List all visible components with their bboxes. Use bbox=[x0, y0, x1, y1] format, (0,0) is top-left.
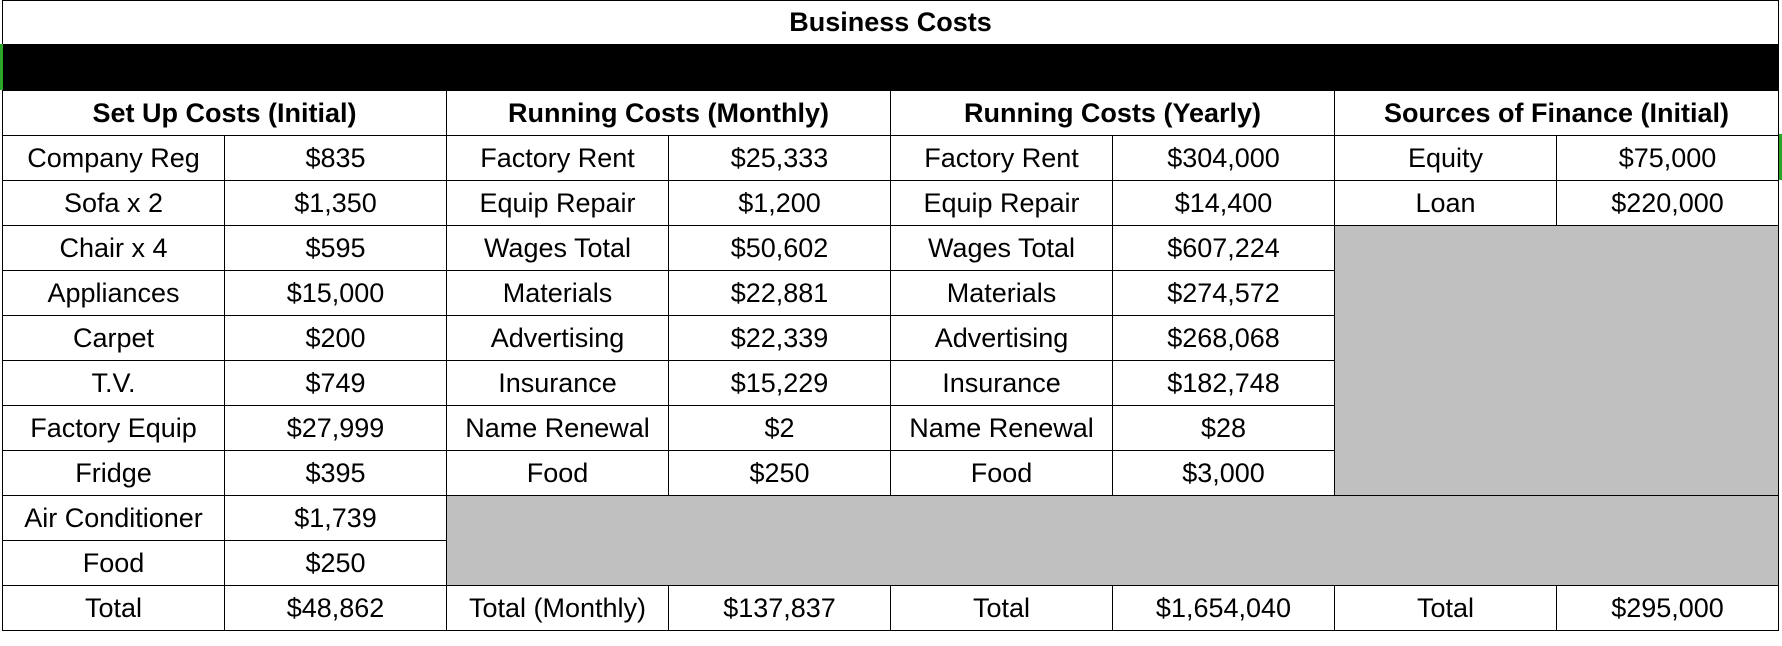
finance-label-cell[interactable]: Equity bbox=[1334, 135, 1557, 181]
monthly-value-cell[interactable]: $22,339 bbox=[668, 315, 891, 361]
finance-total-label[interactable]: Total bbox=[1334, 585, 1557, 631]
yearly-value-cell[interactable]: $14,400 bbox=[1112, 180, 1335, 226]
setup-label-cell[interactable]: Air Conditioner bbox=[2, 495, 225, 541]
finance-header[interactable]: Sources of Finance (Initial) bbox=[1334, 90, 1779, 136]
monthly-label-cell[interactable]: Equip Repair bbox=[446, 180, 669, 226]
setup-value-cell[interactable]: $15,000 bbox=[224, 270, 447, 316]
finance-label-cell[interactable]: Loan bbox=[1334, 180, 1557, 226]
monthly-label-cell[interactable]: Factory Rent bbox=[446, 135, 669, 181]
costs-table: Set Up Costs (Initial) Running Costs (Mo… bbox=[2, 90, 1779, 631]
table-row: Fridge $395 Food $250 Food $3,000 bbox=[2, 450, 1779, 496]
cell-selection-marker-left bbox=[0, 44, 3, 90]
table-row: Company Reg $835 Factory Rent $25,333 Fa… bbox=[2, 135, 1779, 181]
yearly-value-cell[interactable]: $304,000 bbox=[1112, 135, 1335, 181]
setup-value-cell[interactable]: $1,350 bbox=[224, 180, 447, 226]
yearly-label-cell[interactable]: Food bbox=[890, 450, 1113, 496]
monthly-label-cell[interactable]: Wages Total bbox=[446, 225, 669, 271]
monthly-header[interactable]: Running Costs (Monthly) bbox=[446, 90, 891, 136]
setup-value-cell[interactable]: $27,999 bbox=[224, 405, 447, 451]
yearly-label-cell[interactable]: Insurance bbox=[890, 360, 1113, 406]
table-header-row: Set Up Costs (Initial) Running Costs (Mo… bbox=[2, 90, 1779, 136]
monthly-total-value[interactable]: $137,837 bbox=[668, 585, 891, 631]
table-row: Food $250 bbox=[2, 540, 1779, 586]
yearly-total-label[interactable]: Total bbox=[890, 585, 1113, 631]
setup-label-cell[interactable]: Fridge bbox=[2, 450, 225, 496]
setup-value-cell[interactable]: $835 bbox=[224, 135, 447, 181]
setup-label-cell[interactable]: Appliances bbox=[2, 270, 225, 316]
table-row: Air Conditioner $1,739 bbox=[2, 495, 1779, 586]
yearly-value-cell[interactable]: $3,000 bbox=[1112, 450, 1335, 496]
yearly-value-cell[interactable]: $268,068 bbox=[1112, 315, 1335, 361]
setup-value-cell[interactable]: $395 bbox=[224, 450, 447, 496]
monthly-value-cell[interactable]: $1,200 bbox=[668, 180, 891, 226]
yearly-label-cell[interactable]: Name Renewal bbox=[890, 405, 1113, 451]
setup-total-value[interactable]: $48,862 bbox=[224, 585, 447, 631]
monthly-value-cell[interactable]: $50,602 bbox=[668, 225, 891, 271]
monthly-value-cell[interactable]: $250 bbox=[668, 450, 891, 496]
setup-value-cell[interactable]: $595 bbox=[224, 225, 447, 271]
table-row: Sofa x 2 $1,350 Equip Repair $1,200 Equi… bbox=[2, 180, 1779, 226]
yearly-value-cell[interactable]: $28 bbox=[1112, 405, 1335, 451]
monthly-label-cell[interactable]: Name Renewal bbox=[446, 405, 669, 451]
setup-total-label[interactable]: Total bbox=[2, 585, 225, 631]
yearly-label-cell[interactable]: Factory Rent bbox=[890, 135, 1113, 181]
running-costs-empty-area[interactable] bbox=[446, 495, 1779, 586]
setup-label-cell[interactable]: T.V. bbox=[2, 360, 225, 406]
table-row: T.V. $749 Insurance $15,229 Insurance $1… bbox=[2, 360, 1779, 406]
table-row: Appliances $15,000 Materials $22,881 Mat… bbox=[2, 270, 1779, 316]
yearly-label-cell[interactable]: Materials bbox=[890, 270, 1113, 316]
setup-value-cell[interactable]: $749 bbox=[224, 360, 447, 406]
monthly-value-cell[interactable]: $2 bbox=[668, 405, 891, 451]
monthly-label-cell[interactable]: Materials bbox=[446, 270, 669, 316]
totals-row: Total $48,862 Total (Monthly) $137,837 T… bbox=[2, 585, 1779, 631]
header-band[interactable] bbox=[2, 44, 1779, 90]
setup-label-cell[interactable]: Factory Equip bbox=[2, 405, 225, 451]
yearly-value-cell[interactable]: $182,748 bbox=[1112, 360, 1335, 406]
monthly-total-label[interactable]: Total (Monthly) bbox=[446, 585, 669, 631]
table-row: Factory Equip $27,999 Name Renewal $2 Na… bbox=[2, 405, 1779, 451]
monthly-value-cell[interactable]: $22,881 bbox=[668, 270, 891, 316]
monthly-label-cell[interactable]: Insurance bbox=[446, 360, 669, 406]
setup-label-cell[interactable]: Carpet bbox=[2, 315, 225, 361]
yearly-label-cell[interactable]: Equip Repair bbox=[890, 180, 1113, 226]
finance-value-cell[interactable]: $220,000 bbox=[1556, 180, 1779, 226]
yearly-header[interactable]: Running Costs (Yearly) bbox=[890, 90, 1335, 136]
yearly-value-cell[interactable]: $274,572 bbox=[1112, 270, 1335, 316]
cell-selection-marker-right bbox=[1779, 134, 1782, 180]
sheet-title[interactable]: Business Costs bbox=[2, 0, 1779, 44]
monthly-value-cell[interactable]: $25,333 bbox=[668, 135, 891, 181]
setup-header[interactable]: Set Up Costs (Initial) bbox=[2, 90, 447, 136]
finance-value-cell[interactable]: $75,000 bbox=[1556, 135, 1779, 181]
setup-label-cell[interactable]: Sofa x 2 bbox=[2, 180, 225, 226]
setup-value-cell[interactable]: $250 bbox=[224, 540, 447, 586]
table-row: Chair x 4 $595 Wages Total $50,602 Wages… bbox=[2, 225, 1779, 496]
monthly-label-cell[interactable]: Food bbox=[446, 450, 669, 496]
yearly-value-cell[interactable]: $607,224 bbox=[1112, 225, 1335, 271]
finance-total-value[interactable]: $295,000 bbox=[1556, 585, 1779, 631]
yearly-label-cell[interactable]: Advertising bbox=[890, 315, 1113, 361]
yearly-label-cell[interactable]: Wages Total bbox=[890, 225, 1113, 271]
monthly-value-cell[interactable]: $15,229 bbox=[668, 360, 891, 406]
setup-label-cell[interactable]: Chair x 4 bbox=[2, 225, 225, 271]
setup-value-cell[interactable]: $1,739 bbox=[224, 495, 447, 541]
setup-value-cell[interactable]: $200 bbox=[224, 315, 447, 361]
yearly-total-value[interactable]: $1,654,040 bbox=[1112, 585, 1335, 631]
setup-label-cell[interactable]: Food bbox=[2, 540, 225, 586]
monthly-label-cell[interactable]: Advertising bbox=[446, 315, 669, 361]
finance-empty-area[interactable] bbox=[1334, 225, 1779, 496]
setup-label-cell[interactable]: Company Reg bbox=[2, 135, 225, 181]
